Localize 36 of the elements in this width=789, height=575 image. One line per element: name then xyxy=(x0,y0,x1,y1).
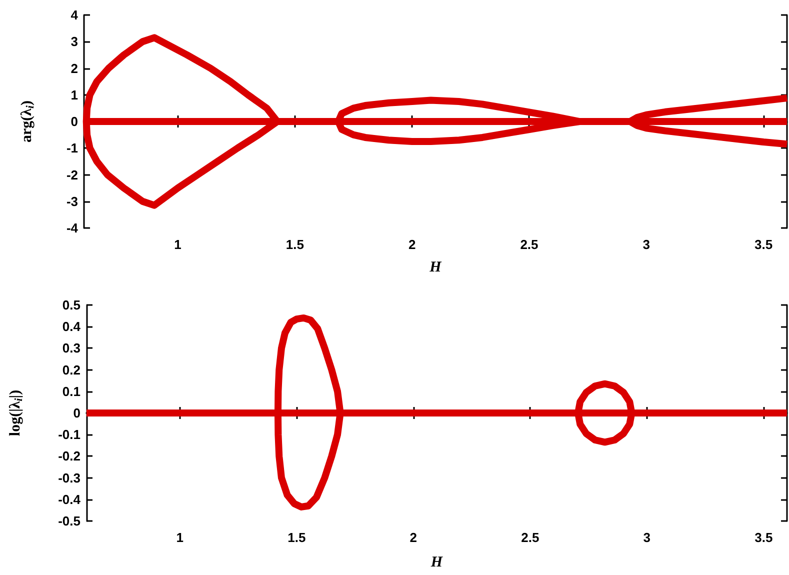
y-tick-label: 4 xyxy=(70,8,79,22)
x-axis-title: H xyxy=(428,260,443,276)
y-tick-label: -1 xyxy=(66,140,78,156)
y-tick-label: 0.2 xyxy=(62,362,80,378)
y-tick-label: 0.3 xyxy=(62,340,80,356)
y-tick-label: -0.3 xyxy=(58,470,80,486)
y-tick-label: -0.4 xyxy=(58,492,82,507)
x-axis-title: H xyxy=(430,554,444,570)
y-tick-label: 0 xyxy=(70,114,78,129)
y-axis-title: arg(λi) xyxy=(19,100,36,143)
y-tick-label: 0.1 xyxy=(62,384,80,399)
x-tick-label: 1.5 xyxy=(288,530,306,545)
y-tick-label: -4 xyxy=(66,220,79,236)
x-tick-label: 3.5 xyxy=(754,237,773,252)
y-tick-label: 2 xyxy=(70,60,78,76)
x-tick-label: 3.5 xyxy=(754,530,773,545)
y-tick-label: 3 xyxy=(70,34,78,50)
y-tick-label: 0.4 xyxy=(62,319,82,334)
x-tick-label: 2.5 xyxy=(520,237,538,252)
y-tick-label: 0 xyxy=(73,406,80,420)
y-axis-title: log(|λi|) xyxy=(8,390,25,436)
y-tick-label: -3 xyxy=(66,194,78,209)
y-tick-label: -0.1 xyxy=(58,427,80,442)
x-tick-label: 1 xyxy=(176,530,184,545)
x-tick-label: 3 xyxy=(642,237,650,252)
x-tick-label: 2.5 xyxy=(521,530,540,545)
x-tick-label: 2 xyxy=(410,530,418,545)
x-tick-label: 3 xyxy=(643,530,651,545)
y-tick-label: -0.5 xyxy=(58,514,80,528)
y-tick-label: 1 xyxy=(70,87,78,102)
y-tick-label: -0.2 xyxy=(58,448,80,464)
x-tick-label: 1.5 xyxy=(286,237,304,252)
y-tick-label: 0.5 xyxy=(62,298,80,312)
x-tick-label: 2 xyxy=(408,237,416,252)
x-tick-label: 1 xyxy=(174,237,182,252)
y-tick-label: -2 xyxy=(66,167,78,182)
